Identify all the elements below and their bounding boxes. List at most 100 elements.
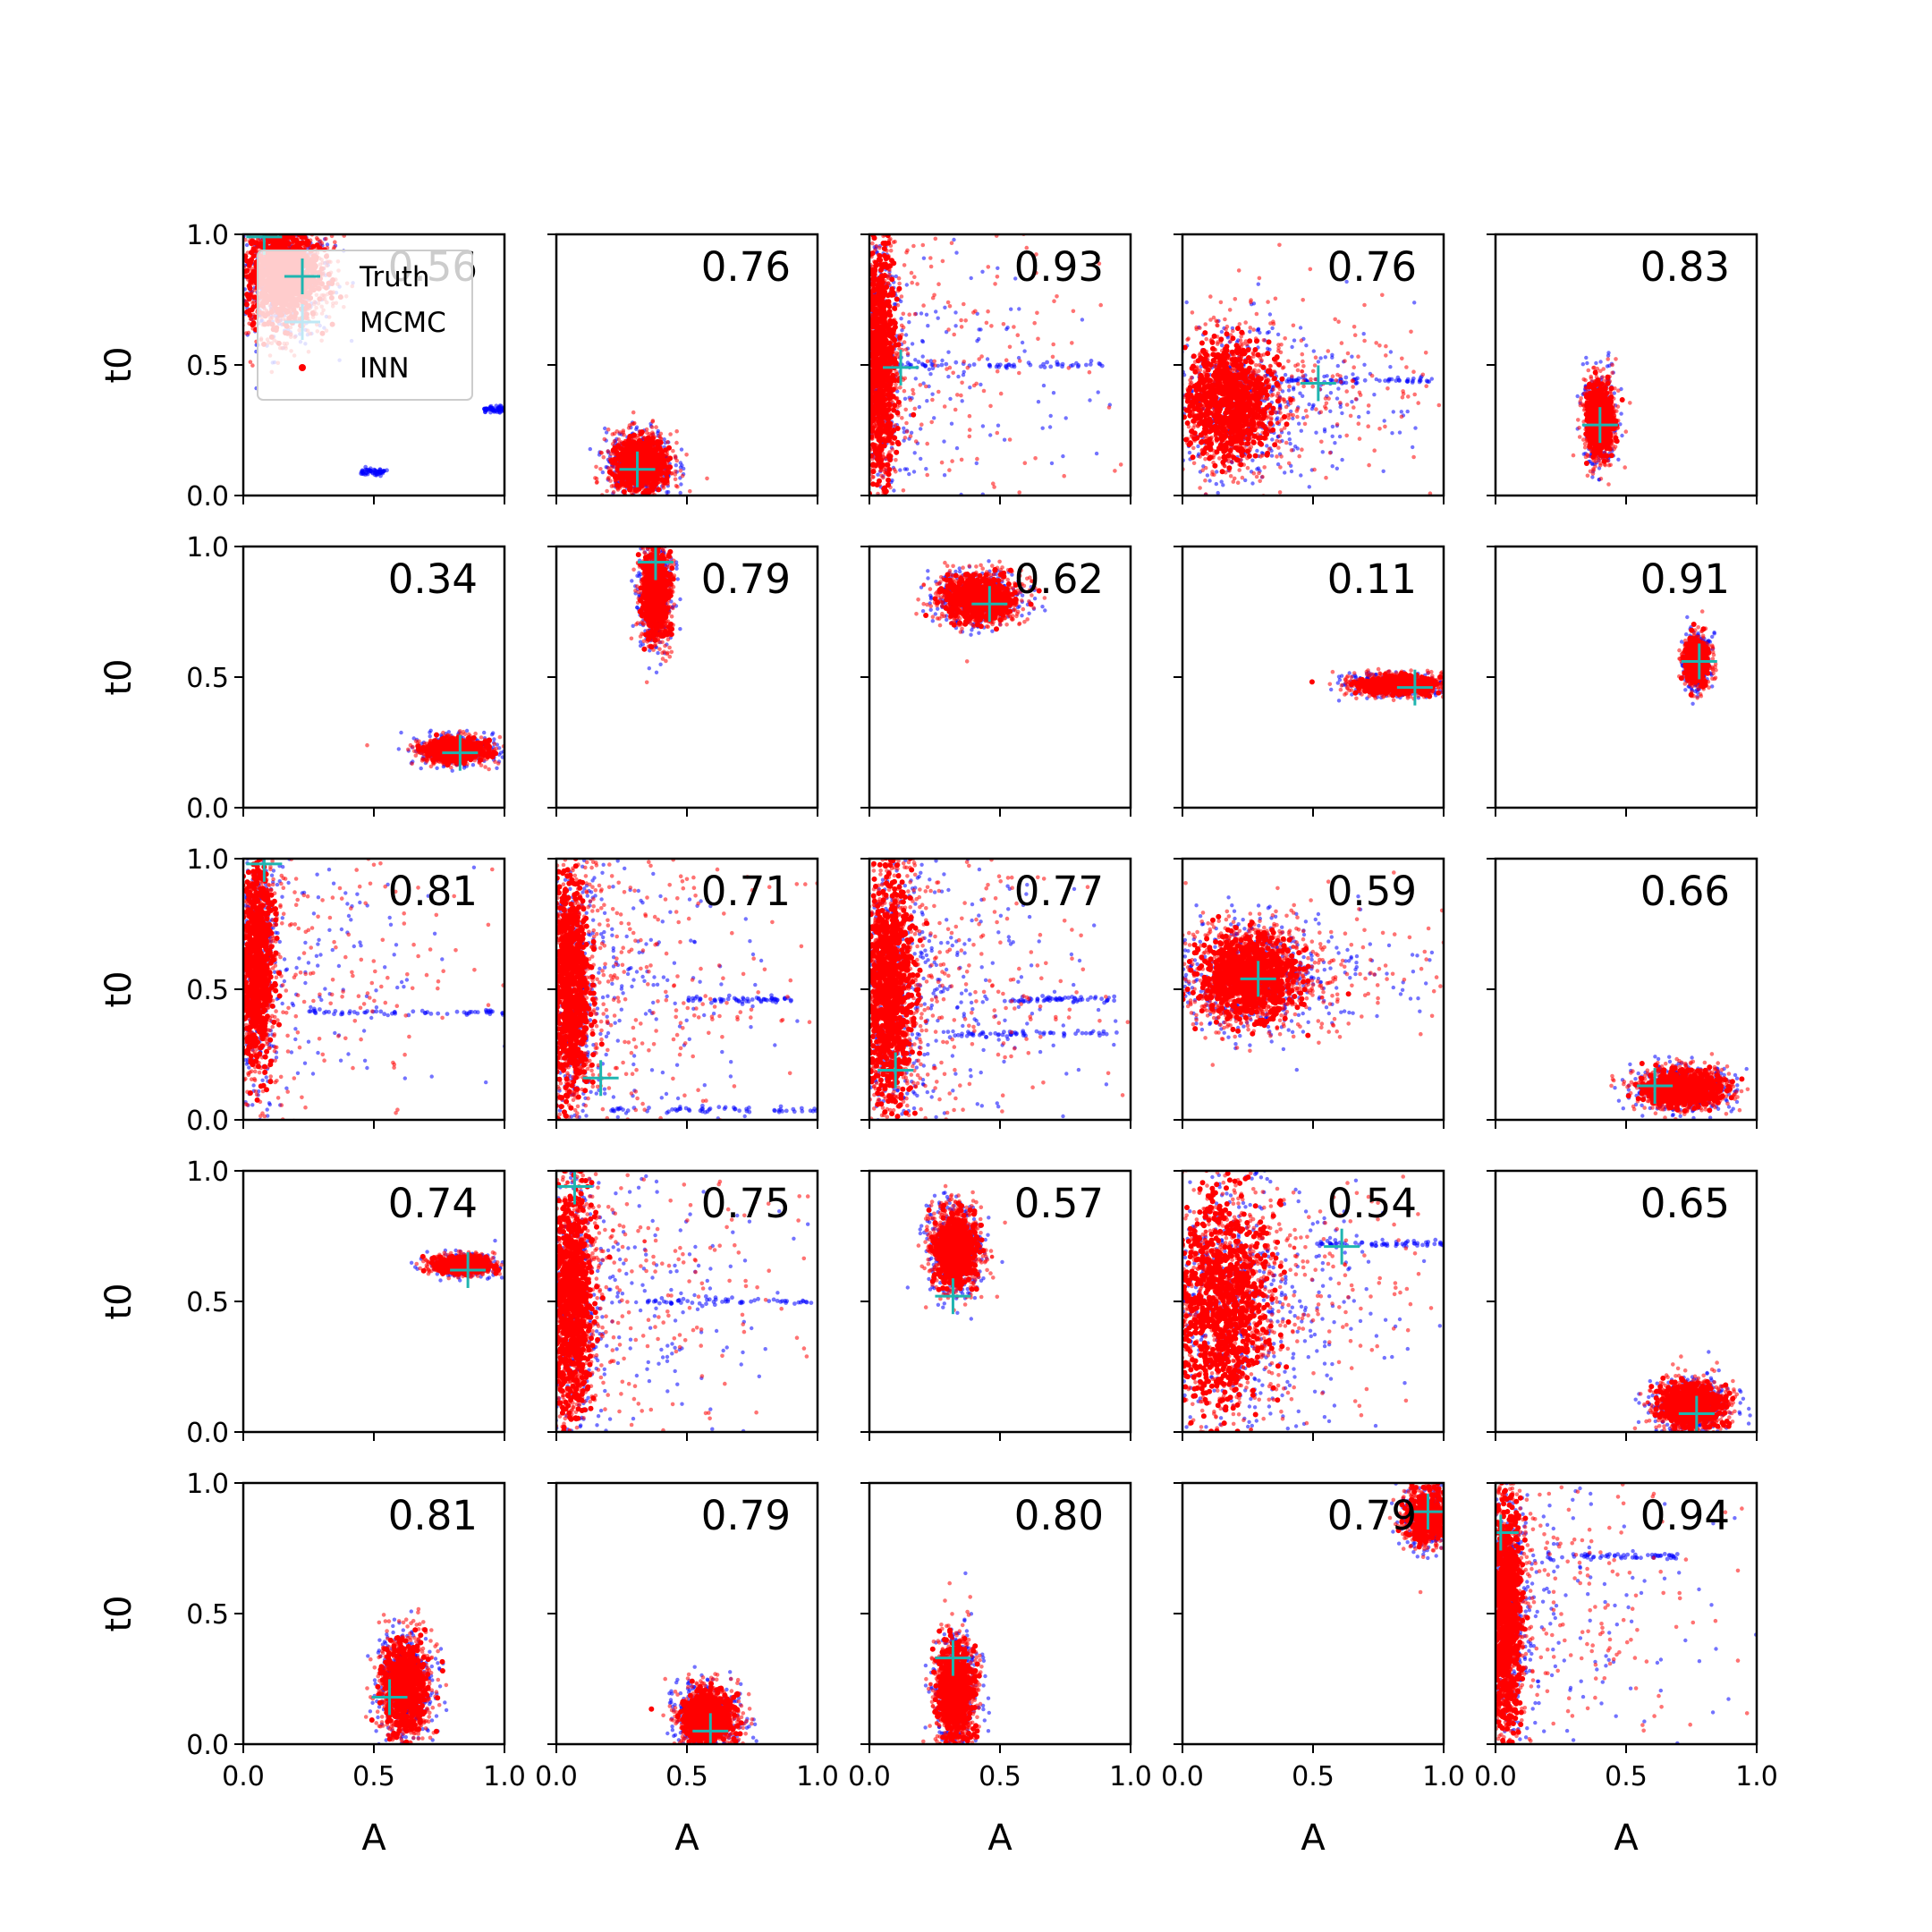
inn-point [277, 217, 282, 222]
inn-point [1070, 341, 1074, 345]
inn-point [913, 312, 918, 317]
mcmc-point [925, 313, 928, 317]
inn-point [1008, 437, 1013, 442]
inn-point [884, 158, 888, 163]
inn-point [236, 268, 241, 273]
mcmc-point [1076, 365, 1080, 369]
mcmc-point [970, 276, 973, 280]
inn-point [218, 309, 223, 313]
inn-point [911, 388, 915, 393]
inn-point [681, 474, 685, 479]
mcmc-point [632, 497, 636, 501]
mcmc-point [944, 362, 948, 367]
inn-point [921, 243, 926, 248]
mcmc-point [296, 191, 300, 194]
inn-point [651, 461, 657, 466]
mcmc-point [996, 424, 1000, 428]
inn-point [882, 208, 886, 213]
inn-point [640, 496, 645, 502]
mcmc-point [986, 497, 989, 501]
mcmc-point [1021, 341, 1024, 344]
mcmc-point [239, 252, 242, 256]
inn-point [674, 429, 679, 434]
mcmc-point [1048, 365, 1053, 369]
mcmc-point [318, 222, 321, 225]
inn-point [651, 453, 657, 459]
inn-point [1017, 371, 1021, 376]
inn-point [210, 259, 215, 264]
inn-point [960, 458, 964, 462]
mcmc-point [261, 206, 265, 209]
inn-point [910, 271, 914, 275]
mcmc-point [863, 350, 867, 353]
mcmc-point [269, 213, 273, 216]
inn-point [333, 245, 337, 250]
inn-point [1023, 461, 1028, 465]
mcmc-point [1088, 398, 1091, 402]
inn-point [192, 267, 197, 271]
mcmc-point [863, 304, 867, 308]
mcmc-point [250, 227, 254, 231]
mcmc-point [275, 200, 278, 204]
mcmc-point [265, 187, 268, 191]
inn-point [606, 428, 611, 432]
mcmc-point [889, 219, 893, 223]
inn-point [248, 206, 252, 210]
mcmc-point [1052, 391, 1055, 394]
inn-point [862, 433, 867, 437]
mcmc-point [860, 304, 863, 308]
mcmc-point [498, 407, 503, 411]
mcmc-point [919, 457, 922, 461]
mcmc-point [921, 340, 925, 343]
inn-point [1107, 405, 1112, 410]
mcmc-point [236, 229, 240, 233]
mcmc-point [1061, 362, 1065, 367]
mcmc-point [860, 351, 864, 354]
mcmc-point [995, 365, 999, 369]
mcmc-point [920, 362, 925, 367]
inn-point [272, 224, 276, 228]
inn-point [664, 471, 669, 477]
inn-point [244, 309, 250, 315]
mcmc-point [1089, 359, 1094, 363]
inn-point [658, 461, 664, 466]
mcmc-point [860, 165, 864, 168]
inn-point [651, 419, 656, 423]
inn-point [253, 196, 258, 200]
inn-point [914, 439, 919, 444]
inn-point [1098, 303, 1103, 308]
inn-point [857, 102, 861, 106]
inn-point [656, 487, 661, 492]
inn-point [674, 470, 678, 474]
inn-point [243, 216, 248, 220]
inn-point [301, 181, 305, 185]
inn-point [879, 509, 884, 513]
mcmc-point [246, 222, 250, 225]
inn-point [1032, 321, 1037, 326]
inn-point [874, 184, 878, 189]
inn-point [282, 223, 286, 227]
inn-point [594, 465, 598, 470]
mcmc-point [318, 221, 322, 225]
inn-point [230, 291, 234, 295]
inn-point [308, 227, 312, 232]
inn-point [244, 292, 250, 297]
mcmc-point [230, 335, 233, 338]
mcmc-point [283, 225, 286, 228]
inn-point [627, 503, 631, 507]
inn-point [291, 225, 295, 229]
inn-point [668, 432, 673, 436]
mcmc-point [495, 403, 499, 408]
mcmc-point [892, 488, 895, 492]
inn-point [946, 301, 951, 305]
inn-point [236, 256, 241, 260]
inn-point [261, 227, 267, 233]
inn-point [248, 230, 252, 234]
inn-point [318, 223, 322, 227]
inn-point [250, 279, 255, 284]
mcmc-point [233, 322, 236, 326]
inn-point [250, 239, 255, 244]
mcmc-point [982, 215, 986, 218]
mcmc-point [859, 385, 862, 388]
inn-point [614, 482, 620, 487]
